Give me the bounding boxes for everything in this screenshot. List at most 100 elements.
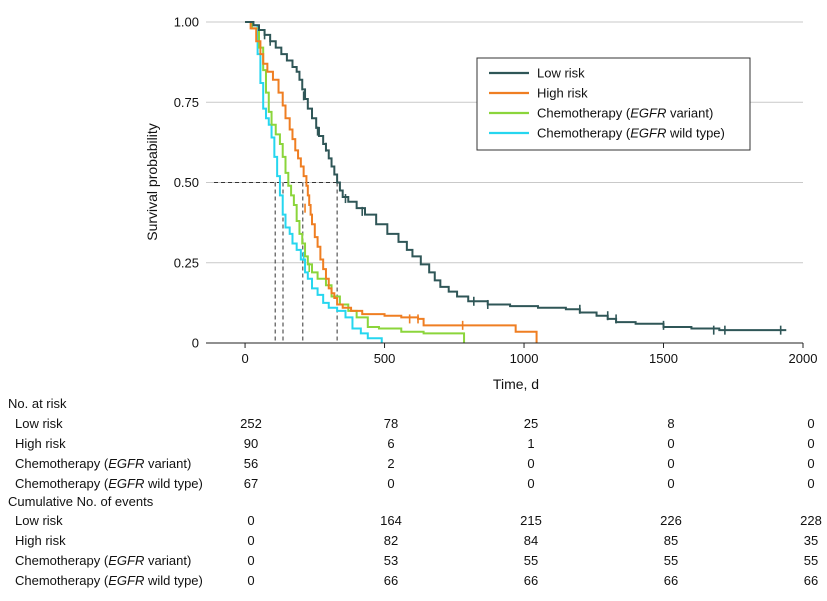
- events-table-row-label-suffix: wild type): [144, 573, 203, 588]
- y-tick-label: 0.75: [174, 95, 199, 110]
- legend-label: High risk: [537, 86, 588, 101]
- events-table-row-label: High risk: [15, 533, 66, 548]
- risk-table-cell: 0: [527, 476, 534, 491]
- risk-table-cell: 0: [807, 476, 814, 491]
- risk-table-row-label-suffix: wild type): [144, 476, 203, 491]
- events-table-cell: 0: [247, 553, 254, 568]
- x-axis-title: Time, d: [493, 376, 539, 392]
- legend-label-text: Chemotherapy (: [537, 126, 631, 141]
- risk-table-cell: 2: [387, 456, 394, 471]
- risk-table-row-label: Low risk: [15, 416, 63, 431]
- risk-table-cell: 25: [524, 416, 538, 431]
- series-chemotherapy-egfr-wild-type-curve: [245, 21, 383, 343]
- events-table-row-label-suffix: variant): [144, 553, 191, 568]
- risk-table-cell: 8: [667, 416, 674, 431]
- x-tick-label: 0: [241, 351, 248, 366]
- events-table-cell: 164: [380, 513, 402, 528]
- risk-table-cell: 67: [244, 476, 258, 491]
- legend-label-suffix: variant): [666, 106, 713, 121]
- legend-label-text: Low risk: [537, 66, 585, 81]
- y-tick-label: 0: [192, 336, 199, 351]
- events-table-row-label: Chemotherapy (EGFR wild type): [15, 573, 203, 588]
- risk-table-row-label: Chemotherapy (EGFR variant): [15, 456, 191, 471]
- events-table-cell: 228: [800, 513, 822, 528]
- events-table-cell: 0: [247, 513, 254, 528]
- risk-table-row-label-text: Chemotherapy (: [15, 456, 109, 471]
- risk-table-row-label-text: Chemotherapy (: [15, 476, 109, 491]
- events-table-cell: 55: [524, 553, 538, 568]
- events-table-row-label: Chemotherapy (EGFR variant): [15, 553, 191, 568]
- risk-table-row-label-text: High risk: [15, 436, 66, 451]
- events-table-cell: 82: [384, 533, 398, 548]
- risk-table-row-label-suffix: variant): [144, 456, 191, 471]
- risk-table-row-label-text: Low risk: [15, 416, 63, 431]
- events-table-row-label-text: Low risk: [15, 513, 63, 528]
- events-table-row-label-italic: EGFR: [108, 553, 144, 568]
- events-table-cell: 215: [520, 513, 542, 528]
- y-tick-label: 0.50: [174, 175, 199, 190]
- x-tick-label: 1500: [649, 351, 678, 366]
- risk-table-cell: 0: [527, 456, 534, 471]
- events-table-cell: 55: [804, 553, 818, 568]
- risk-table-cell: 0: [807, 436, 814, 451]
- x-tick-label: 1000: [510, 351, 539, 366]
- events-table-row-label-italic: EGFR: [108, 573, 144, 588]
- series-chemotherapy-egfr-variant-curve: [245, 21, 466, 343]
- events-table-cell: 66: [804, 573, 818, 588]
- series-high-risk-curve: [245, 21, 538, 343]
- events-table-cell: 66: [664, 573, 678, 588]
- risk-table-cell: 78: [384, 416, 398, 431]
- events-table-cell: 0: [247, 533, 254, 548]
- risk-table-header-at-risk: No. at risk: [8, 396, 67, 411]
- risk-table-cell: 0: [667, 476, 674, 491]
- events-table-cell: 55: [664, 553, 678, 568]
- risk-table-row-label: High risk: [15, 436, 66, 451]
- median-reference-lines: [214, 182, 338, 343]
- legend-label-italic: EGFR: [630, 106, 666, 121]
- risk-table-cell: 90: [244, 436, 258, 451]
- legend-label-text: Chemotherapy (: [537, 106, 631, 121]
- legend-label-suffix: wild type): [666, 126, 725, 141]
- events-table-row-label-text: High risk: [15, 533, 66, 548]
- risk-table-cell: 0: [667, 436, 674, 451]
- events-table-cell: 53: [384, 553, 398, 568]
- risk-table-row-label: Chemotherapy (EGFR wild type): [15, 476, 203, 491]
- risk-table-cell: 1: [527, 436, 534, 451]
- legend-label-text: High risk: [537, 86, 588, 101]
- series-low-risk-curve: [245, 21, 787, 332]
- legend-label-italic: EGFR: [630, 126, 666, 141]
- legend-label: Chemotherapy (EGFR variant): [537, 106, 713, 121]
- risk-table-row-label-italic: EGFR: [108, 476, 144, 491]
- events-table-cell: 84: [524, 533, 538, 548]
- events-table-cell: 66: [384, 573, 398, 588]
- risk-table-cell: 0: [667, 456, 674, 471]
- y-tick-label: 1.00: [174, 15, 199, 30]
- risk-table-row-label-italic: EGFR: [108, 456, 144, 471]
- y-tick-label: 0.25: [174, 255, 199, 270]
- axes: 0 0.25 0.50 0.75 1.00 0 500 1000 1500 2000: [174, 15, 818, 367]
- events-table-cell: 85: [664, 533, 678, 548]
- events-table-cell: 0: [247, 573, 254, 588]
- risk-table: No. at risk Low risk 252 78 25 8 0 High risk 90 6…: [8, 396, 822, 588]
- risk-table-cell: 0: [387, 476, 394, 491]
- risk-table-cell: 6: [387, 436, 394, 451]
- survival-curves: [245, 21, 787, 343]
- events-table-row-label-text: Chemotherapy (: [15, 573, 109, 588]
- risk-table-cell: 56: [244, 456, 258, 471]
- x-tick-label: 2000: [789, 351, 818, 366]
- events-table-row-label-text: Chemotherapy (: [15, 553, 109, 568]
- x-tick-label: 500: [374, 351, 396, 366]
- legend-label: Chemotherapy (EGFR wild type): [537, 126, 725, 141]
- legend-label: Low risk: [537, 66, 585, 81]
- events-table-cell: 226: [660, 513, 682, 528]
- events-table-cell: 66: [524, 573, 538, 588]
- risk-table-cell: 252: [240, 416, 262, 431]
- risk-table-cell: 0: [807, 456, 814, 471]
- risk-table-header-events: Cumulative No. of events: [8, 494, 154, 509]
- events-table-row-label: Low risk: [15, 513, 63, 528]
- events-table-cell: 35: [804, 533, 818, 548]
- risk-table-cell: 0: [807, 416, 814, 431]
- y-axis-title: Survival probability: [144, 123, 160, 241]
